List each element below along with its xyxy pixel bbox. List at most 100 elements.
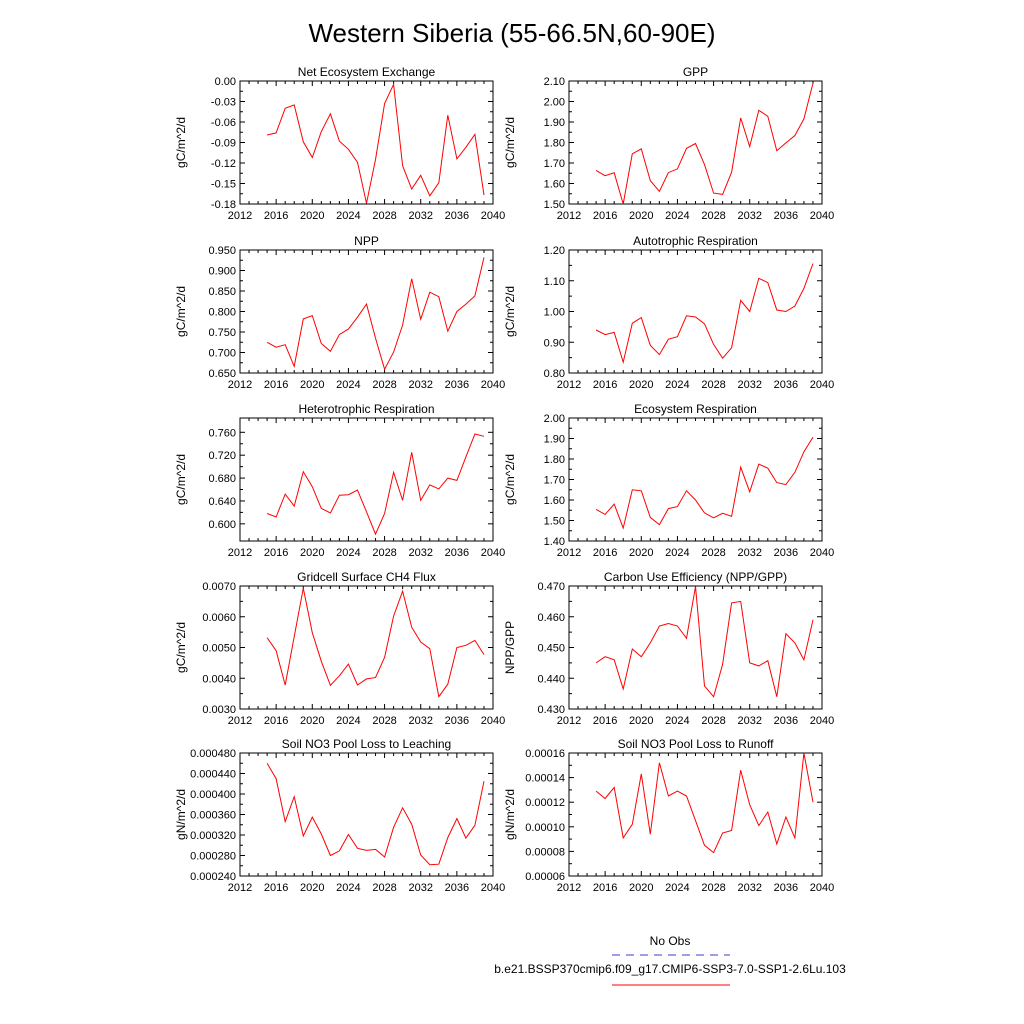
x-tick-label: 2040 [810,715,834,727]
x-tick-label: 2016 [593,547,617,559]
y-tick-label: 0.00014 [525,773,565,785]
y-axis-label: gC/m^2/d [174,286,188,337]
series-line [595,752,814,854]
y-tick-label: 0.600 [208,519,236,531]
x-tick-label: 2028 [701,210,725,222]
y-axis-label: gC/m^2/d [503,454,517,505]
x-tick-label: 2040 [481,547,505,559]
panel-carbon-use-efficiency-npp-gpp: Carbon Use Efficiency (NPP/GPP) NPP/GPP 20… [503,570,834,727]
x-tick-label: 2020 [629,210,653,222]
y-tick-label: 1.90 [544,434,565,446]
x-tick-label: 2016 [593,882,617,894]
x-tick-label: 2032 [737,210,761,222]
x-tick-label: 2028 [701,882,725,894]
x-tick-label: 2012 [557,379,581,391]
y-tick-label: 0.90 [544,337,565,349]
plot-frame [568,80,823,205]
y-tick-label: 1.80 [544,138,565,150]
x-tick-label: 2028 [701,715,725,727]
panel-title: Carbon Use Efficiency (NPP/GPP) [604,570,787,584]
y-tick-label: 0.0060 [202,612,236,624]
x-tick-label: 2036 [774,715,798,727]
y-tick-label: 0.850 [208,286,236,298]
series-line [595,82,814,205]
series-line [266,763,485,866]
x-tick-label: 2012 [557,210,581,222]
x-tick-label: 2024 [665,379,689,391]
x-tick-label: 2028 [701,379,725,391]
x-tick-label: 2016 [593,210,617,222]
panel-title: Ecosystem Respiration [634,402,757,416]
x-tick-label: 2012 [228,715,252,727]
plot-frame [239,752,494,877]
x-tick-label: 2032 [408,210,432,222]
y-tick-label: 0.430 [537,704,565,716]
x-tick-label: 2020 [300,210,324,222]
x-tick-label: 2040 [481,882,505,894]
y-tick-label: 2.00 [544,413,565,425]
y-tick-label: 0.760 [208,427,236,439]
plot-frame [239,249,494,374]
x-tick-label: 2036 [445,715,469,727]
x-tick-label: 2012 [228,210,252,222]
y-tick-label: 1.40 [544,536,565,548]
panel-title: NPP [354,234,379,248]
y-tick-label: 1.50 [544,199,565,211]
x-tick-label: 2028 [372,715,396,727]
x-tick-label: 2012 [557,882,581,894]
y-tick-label: 0.000400 [190,789,236,801]
panel-title: Heterotrophic Respiration [298,402,434,416]
y-tick-label: -0.12 [211,158,236,170]
x-tick-label: 2028 [701,547,725,559]
panel-gpp: GPP gC/m^2/d 2012 2016 2020 2024 2028 2032 2036 2… [503,65,834,222]
y-axis-label: gC/m^2/d [503,117,517,168]
y-axis-label: gC/m^2/d [174,454,188,505]
x-tick-label: 2036 [774,210,798,222]
y-tick-label: 0.000240 [190,871,236,883]
y-tick-label: 1.60 [544,179,565,191]
plot-frame [568,752,823,877]
panel-gridcell-surface-ch4-flux: Gridcell Surface CH4 Flux gC/m^2/d 2012 201… [174,570,505,727]
panel-title: Autotrophic Respiration [633,234,758,248]
y-tick-label: 1.60 [544,495,565,507]
x-tick-label: 2040 [481,210,505,222]
y-tick-label: 0.000320 [190,830,236,842]
y-tick-label: 2.10 [544,76,565,88]
x-tick-label: 2016 [264,882,288,894]
series-line [595,586,814,698]
x-tick-label: 2024 [665,715,689,727]
x-tick-label: 2020 [629,715,653,727]
y-tick-label: 1.50 [544,516,565,528]
x-tick-label: 2024 [336,715,360,727]
x-tick-label: 2028 [372,379,396,391]
x-tick-label: 2032 [408,882,432,894]
y-tick-label: 0.00016 [525,748,565,760]
y-tick-label: 0.750 [208,327,236,339]
x-tick-label: 2036 [774,882,798,894]
x-tick-label: 2040 [810,210,834,222]
y-axis-label: gC/m^2/d [174,117,188,168]
series-line [595,436,814,530]
y-tick-label: 0.440 [537,673,565,685]
legend-model-label: b.e21.BSSP370cmip6.f09_g17.CMIP6-SSP3-7.… [494,962,846,976]
y-tick-label: 0.80 [544,368,565,380]
x-tick-label: 2020 [629,547,653,559]
series-line [595,263,814,365]
x-tick-label: 2024 [336,547,360,559]
series-line [266,433,485,536]
y-tick-label: 0.700 [208,348,236,360]
plot-frame [239,585,494,710]
y-tick-label: 0.800 [208,307,236,319]
y-tick-label: 0.640 [208,496,236,508]
y-tick-label: 0.00010 [525,822,565,834]
x-tick-label: 2036 [445,379,469,391]
y-tick-label: -0.09 [211,138,236,150]
series-line [266,257,485,371]
x-tick-label: 2024 [665,882,689,894]
x-tick-label: 2016 [593,379,617,391]
y-tick-label: 0.000360 [190,810,236,822]
y-tick-label: -0.18 [211,199,236,211]
panel-title: Gridcell Surface CH4 Flux [297,570,436,584]
y-tick-label: 0.950 [208,245,236,257]
